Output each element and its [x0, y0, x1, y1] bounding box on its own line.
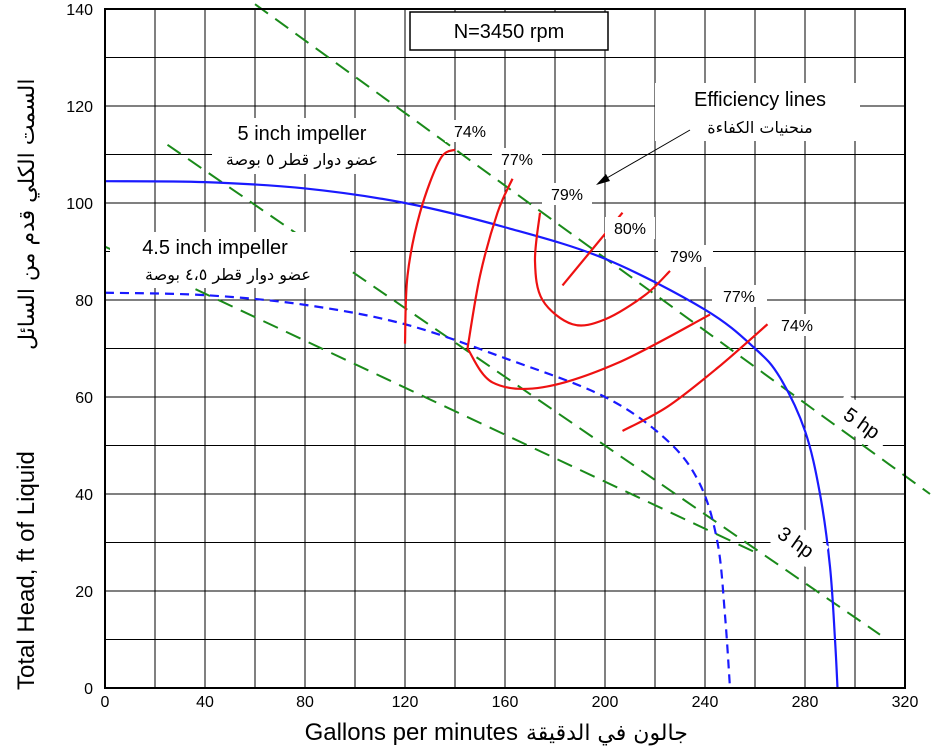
impeller-curve [104, 180, 839, 689]
impeller5-label-bg [212, 118, 397, 174]
efficiency-pointer [599, 129, 691, 183]
impeller45-label-bg [110, 232, 350, 288]
efficiency-curve [621, 323, 769, 432]
x-tick-label: 280 [792, 694, 819, 711]
efficiency-lines-label: Efficiency lines [694, 89, 826, 111]
impeller-5-label-ar: عضو دوار قطر ٥ بوصة [226, 150, 378, 170]
plot-frame [104, 8, 906, 689]
power-line [104, 245, 756, 554]
eff-label-80: 80% [614, 221, 646, 238]
y-tick-label: 40 [75, 487, 93, 504]
title-box [409, 11, 609, 51]
impeller-curves [104, 180, 839, 689]
x-tick-label: 40 [196, 694, 214, 711]
eff-label-74-right: 74% [781, 318, 813, 335]
hp3-label-bg [762, 512, 830, 572]
eff-label-77-right: 77% [723, 289, 755, 306]
x-tick-label: 240 [692, 694, 719, 711]
eff-label-77-left: 77% [501, 152, 533, 169]
y-axis-label-ar: السمت الكلي قدم من السائل [15, 79, 40, 350]
chart-title: N=3450 rpm [454, 21, 565, 43]
y-tick-label: 80 [75, 293, 93, 310]
impeller-45-label-ar: عضو دوار قطر ٤،٥ بوصة [145, 265, 311, 285]
efficiency-curve [466, 313, 711, 390]
efficiency-curves [403, 148, 769, 432]
y-tick-label: 140 [66, 2, 93, 19]
x-tick-label: 120 [392, 694, 419, 711]
x-tick-label: 80 [296, 694, 314, 711]
efficiency-curve [466, 178, 514, 349]
axis-frame [104, 8, 906, 689]
impeller-5-label: 5 inch impeller [238, 123, 367, 145]
hp5-label-bg [828, 393, 896, 453]
eff-label-74-left: 74% [454, 124, 486, 141]
eff-label-79-left: 79% [551, 187, 583, 204]
tick-labels: 0 40 80 120 160 200 240 280 320 0 20 40 60 80 100 120 14… [66, 2, 918, 711]
efficiency-lines-label-ar: منحنيات الكفاءة [707, 118, 812, 137]
eff-label-79-right: 79% [670, 249, 702, 266]
eff-title-bg [655, 83, 860, 141]
y-tick-label: 0 [84, 681, 93, 698]
y-axis-label: Total Head, ft of Liquid [13, 451, 40, 690]
impeller-curve [104, 291, 732, 689]
y-tick-label: 100 [66, 196, 93, 213]
x-tick-label: 0 [101, 694, 110, 711]
efficiency-percent-labels: 74% 77% 79% 80% 79% 77% 74% [445, 120, 822, 336]
impeller-45-label: 4.5 inch impeller [142, 237, 288, 259]
efficiency-pointer-head [596, 174, 610, 185]
x-tick-label: 320 [892, 694, 919, 711]
efficiency-curve [533, 212, 671, 327]
y-tick-label: 120 [66, 99, 93, 116]
x-tick-label: 200 [592, 694, 619, 711]
y-tick-label: 20 [75, 584, 93, 601]
efficiency-curve [403, 148, 456, 344]
x-tick-label: 160 [492, 694, 519, 711]
power-line [254, 3, 931, 495]
x-axis-label: Gallons per minutes [305, 719, 518, 746]
y-tick-label: 60 [75, 390, 93, 407]
x-axis-label-ar: جالون في الدقيقة [526, 721, 688, 746]
